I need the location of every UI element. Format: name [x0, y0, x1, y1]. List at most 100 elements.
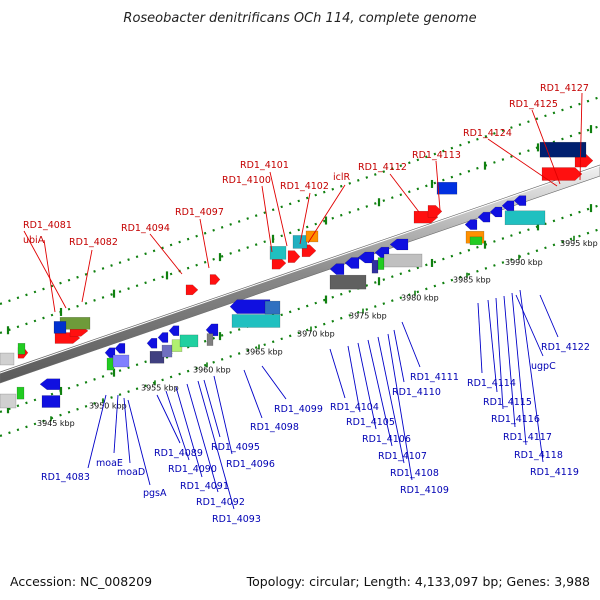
reverse-gene-label[interactable]: ugpC — [531, 361, 556, 372]
forward-gene-label[interactable]: RD1_4102 — [280, 181, 329, 192]
forward-gene-label[interactable]: RD1_4081 — [23, 220, 72, 231]
reverse-gene-label[interactable]: RD1_4096 — [226, 459, 275, 470]
reverse-gene-arrow[interactable] — [477, 211, 491, 223]
reverse-gene-label[interactable]: pgsA — [143, 488, 167, 499]
reverse-gene-label[interactable]: RD1_4107 — [378, 451, 427, 462]
reverse-label-leader — [477, 302, 483, 374]
reverse-gene-label[interactable]: RD1_4109 — [400, 485, 449, 496]
reverse-gene-label[interactable]: RD1_4110 — [392, 387, 441, 398]
reverse-gene-label[interactable]: RD1_4118 — [514, 450, 563, 461]
reverse-gene-label[interactable]: moaD — [117, 467, 145, 478]
reverse-gene-label[interactable]: RD1_4083 — [41, 472, 90, 483]
reverse-gene-arrow[interactable] — [464, 219, 478, 230]
forward-gene-block[interactable] — [53, 321, 67, 334]
forward-gene-label[interactable]: iclR — [333, 172, 351, 183]
reverse-gene-block[interactable] — [179, 334, 199, 348]
reverse-gene-arrow[interactable] — [501, 200, 515, 212]
reverse-gene-block[interactable] — [371, 259, 379, 274]
reverse-label-leader — [393, 329, 405, 383]
forward-gene-block[interactable] — [436, 181, 458, 195]
reverse-label-leader — [186, 383, 219, 493]
forward-label-leader — [261, 185, 273, 253]
reverse-gene-block[interactable] — [206, 333, 214, 346]
reverse-gene-block[interactable] — [231, 314, 281, 328]
reverse-gene-block[interactable] — [16, 386, 25, 400]
reverse-label-leader — [357, 342, 377, 430]
reverse-gene-block[interactable] — [0, 393, 17, 409]
reverse-gene-arrow[interactable] — [389, 238, 409, 251]
forward-label-leader — [389, 173, 420, 213]
reverse-gene-label[interactable]: RD1_4095 — [211, 442, 260, 453]
reverse-gene-block[interactable] — [469, 236, 483, 246]
reverse-label-leader — [515, 294, 544, 357]
reverse-gene-label[interactable]: RD1_4105 — [346, 417, 395, 428]
forward-gene-block[interactable] — [269, 246, 287, 260]
forward-gene-label[interactable]: RD1_4100 — [222, 175, 271, 186]
reverse-gene-label[interactable]: RD1_4098 — [250, 422, 299, 433]
reverse-gene-label[interactable]: RD1_4122 — [541, 342, 590, 353]
forward-gene-label[interactable]: ubiA — [23, 235, 45, 246]
forward-gene-label[interactable]: RD1_4094 — [121, 223, 170, 234]
forward-gene-block[interactable] — [539, 141, 587, 158]
reverse-gene-label[interactable]: RD1_4108 — [390, 468, 439, 479]
reverse-gene-arrow[interactable] — [344, 257, 360, 269]
reverse-gene-label[interactable]: RD1_4099 — [274, 404, 323, 415]
reverse-gene-label[interactable]: RD1_4115 — [483, 397, 532, 408]
reverse-gene-block[interactable] — [149, 351, 165, 364]
forward-gene-block[interactable] — [0, 352, 15, 366]
reverse-gene-arrow[interactable] — [489, 206, 503, 218]
reverse-gene-label[interactable]: RD1_4090 — [168, 464, 217, 475]
reverse-gene-label[interactable]: RD1_4106 — [362, 434, 411, 445]
reverse-gene-block[interactable] — [329, 274, 367, 290]
reverse-gene-label[interactable]: RD1_4089 — [154, 448, 203, 459]
reverse-gene-arrow[interactable] — [146, 338, 158, 349]
forward-label-leader — [199, 218, 210, 269]
reverse-gene-block[interactable] — [377, 257, 385, 270]
reverse-gene-arrow[interactable] — [168, 325, 180, 336]
reverse-gene-arrow[interactable] — [114, 343, 126, 354]
forward-gene-label[interactable]: RD1_4124 — [463, 128, 512, 139]
reverse-gene-arrow[interactable] — [157, 332, 169, 343]
forward-gene-arrow[interactable] — [427, 205, 443, 218]
reverse-gene-label[interactable]: RD1_4114 — [467, 378, 516, 389]
forward-gene-arrow[interactable] — [541, 167, 583, 181]
reverse-gene-label[interactable]: RD1_4111 — [410, 372, 459, 383]
reverse-gene-arrow[interactable] — [205, 323, 219, 337]
gene-features[interactable] — [0, 141, 594, 409]
forward-gene-label[interactable]: RD1_4097 — [175, 207, 224, 218]
forward-gene-label[interactable]: RD1_4113 — [412, 150, 461, 161]
forward-label-leader — [43, 239, 56, 313]
reverse-gene-label[interactable]: RD1_4092 — [196, 497, 245, 508]
forward-gene-label[interactable]: RD1_4127 — [540, 83, 589, 94]
reverse-gene-block[interactable] — [383, 253, 423, 268]
forward-label-leader — [23, 230, 67, 309]
forward-gene-label[interactable]: RD1_4082 — [69, 237, 118, 248]
reverse-label-leader — [175, 386, 203, 478]
forward-gene-arrow[interactable] — [209, 274, 221, 285]
reverse-gene-label[interactable]: RD1_4119 — [530, 467, 579, 478]
reverse-gene-block[interactable] — [264, 300, 281, 315]
forward-gene-block[interactable] — [17, 343, 26, 355]
reverse-gene-block[interactable] — [112, 354, 130, 368]
forward-gene-label[interactable]: RD1_4125 — [509, 99, 558, 110]
reverse-gene-arrow[interactable] — [229, 299, 271, 314]
reverse-label-leader — [165, 390, 190, 461]
forward-gene-label[interactable]: RD1_4112 — [358, 162, 407, 173]
forward-gene-arrow[interactable] — [185, 284, 199, 296]
reverse-gene-arrow[interactable] — [39, 378, 61, 390]
forward-gene-label[interactable]: RD1_4101 — [240, 160, 289, 171]
reverse-gene-arrow[interactable] — [329, 263, 345, 275]
reverse-gene-label[interactable]: RD1_4091 — [180, 481, 229, 492]
reverse-gene-label[interactable]: RD1_4093 — [212, 514, 261, 525]
reverse-gene-label[interactable]: RD1_4117 — [503, 432, 552, 443]
reverse-gene-label[interactable]: RD1_4104 — [330, 402, 379, 413]
reverse-gene-block[interactable] — [161, 344, 173, 358]
forward-gene-arrow[interactable] — [287, 250, 301, 263]
reverse-gene-label[interactable]: RD1_4116 — [491, 414, 540, 425]
reverse-gene-arrow[interactable] — [513, 195, 527, 206]
reverse-gene-label[interactable]: moaE — [96, 458, 123, 469]
reverse-gene-block[interactable] — [504, 210, 546, 226]
reverse-gene-block[interactable] — [41, 395, 61, 408]
